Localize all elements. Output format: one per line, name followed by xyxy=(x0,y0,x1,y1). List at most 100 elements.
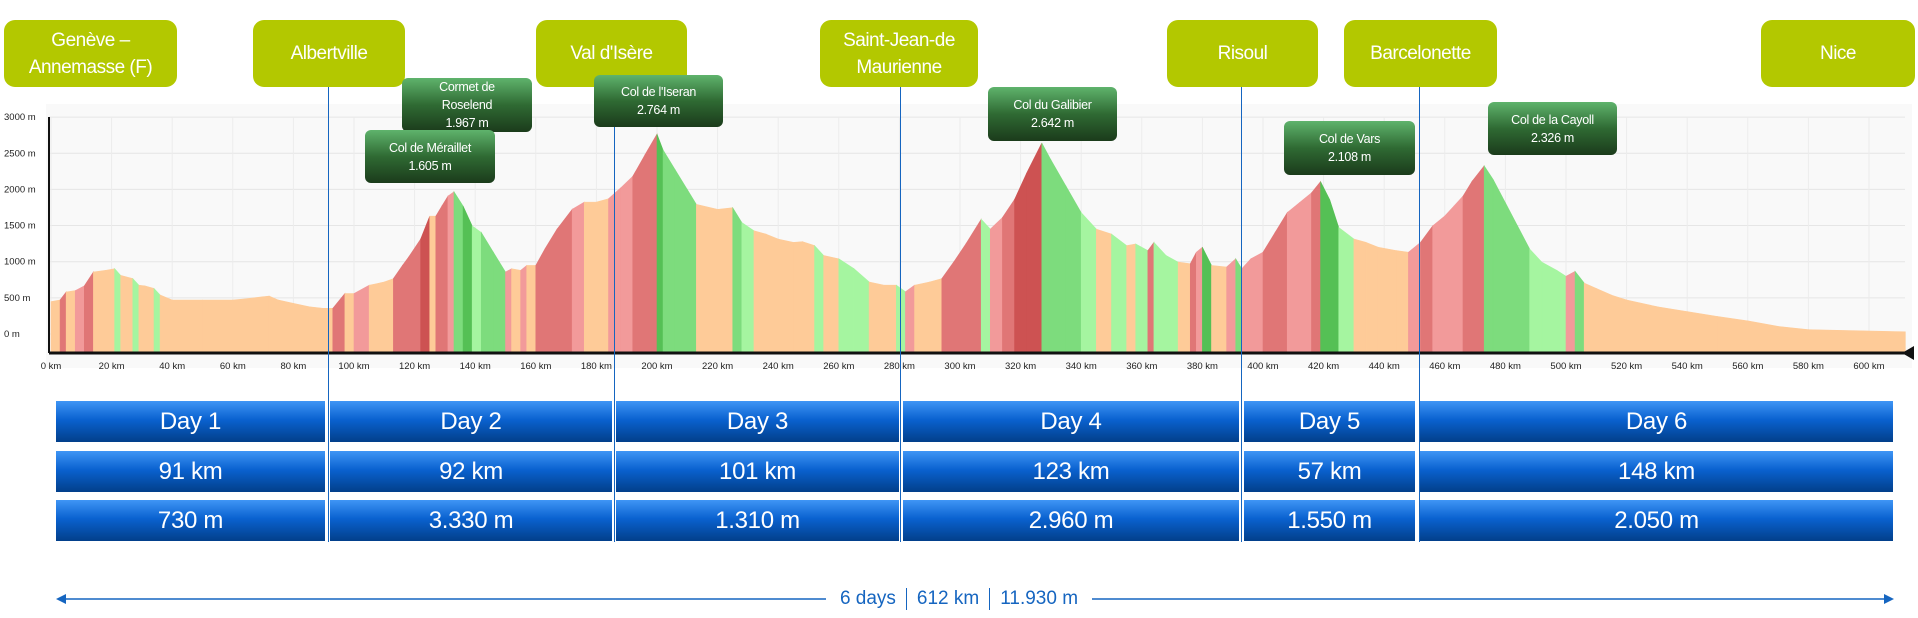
profile-segment xyxy=(1026,142,1043,354)
profile-segment xyxy=(1177,261,1191,354)
x-tick-label: 600 km xyxy=(1853,361,1884,372)
day-1-climb: 730 m xyxy=(56,500,325,541)
profile-segment xyxy=(883,284,897,354)
separator xyxy=(989,587,991,610)
profile-segment xyxy=(1050,158,1067,354)
x-tick-label: 240 km xyxy=(763,361,794,372)
day-4-label: Day 4 xyxy=(903,401,1239,442)
day-4-climb: 2.960 m xyxy=(903,500,1239,541)
x-tick-label: 420 km xyxy=(1308,361,1339,372)
profile-segment xyxy=(383,278,394,354)
x-tick-label: 340 km xyxy=(1066,361,1097,372)
day-2-climb: 3.330 m xyxy=(330,500,612,541)
profile-segment xyxy=(420,216,431,354)
profile-segment xyxy=(59,291,67,354)
profile-segment xyxy=(838,258,855,354)
x-tick-label: 220 km xyxy=(702,361,733,372)
profile-segment xyxy=(632,153,646,354)
stage-divider xyxy=(328,87,329,542)
x-tick-label: 260 km xyxy=(823,361,854,372)
profile-segment xyxy=(393,264,403,354)
x-tick-label: 100 km xyxy=(338,361,369,372)
profile-segment xyxy=(1250,251,1264,354)
location-nice: Nice xyxy=(1761,20,1915,87)
stage-divider xyxy=(1419,87,1420,542)
y-tick-label: 0 m xyxy=(4,329,20,340)
day-1-distance: 91 km xyxy=(56,451,325,492)
profile-segment xyxy=(1471,164,1485,354)
peak-height: 1.967 m xyxy=(445,116,489,130)
profile-segment xyxy=(793,241,803,354)
profile-segment xyxy=(453,190,464,354)
profile-segment xyxy=(1483,164,1494,354)
profile-segment xyxy=(480,231,494,354)
profile-segment xyxy=(171,299,203,354)
profile-segment xyxy=(1338,226,1355,354)
profile-segment xyxy=(1311,180,1321,354)
profile-segment xyxy=(120,275,134,354)
profile-segment xyxy=(989,216,1003,354)
profile-segment xyxy=(247,296,264,354)
day-3-distance: 101 km xyxy=(616,451,899,492)
x-tick-label: 20 km xyxy=(99,361,125,372)
profile-segment xyxy=(429,215,437,354)
profile-segment xyxy=(435,204,443,354)
y-tick-label: 2000 m xyxy=(4,184,36,195)
x-tick-label: 480 km xyxy=(1490,361,1521,372)
x-tick-label: 200 km xyxy=(641,361,672,372)
x-tick-label: 380 km xyxy=(1187,361,1218,372)
profile-segment xyxy=(471,225,482,354)
profile-segment xyxy=(644,133,658,354)
x-tick-label: 300 km xyxy=(944,361,975,372)
day-6-climb: 2.050 m xyxy=(1420,500,1893,541)
profile-segment xyxy=(268,295,279,354)
profile-segment xyxy=(1529,248,1543,354)
location-risoul: Risoul xyxy=(1167,20,1318,87)
profile-segment xyxy=(544,228,558,354)
profile-segment xyxy=(1211,265,1227,354)
profile-segment xyxy=(929,278,943,354)
separator xyxy=(905,587,907,610)
profile-segment xyxy=(953,242,967,354)
profile-segment xyxy=(1196,246,1203,354)
location-albertville: Albertville xyxy=(253,20,405,87)
profile-segment xyxy=(905,284,915,354)
day-6-distance: 148 km xyxy=(1420,451,1893,492)
profile-segment xyxy=(696,204,718,354)
profile-segment xyxy=(868,281,885,354)
profile-segment xyxy=(1202,247,1212,354)
profile-segment xyxy=(441,195,449,354)
day-5-distance: 57 km xyxy=(1244,451,1415,492)
profile-segment xyxy=(114,267,121,354)
peak-name: Col de l'Iseran xyxy=(620,85,696,99)
profile-segment xyxy=(1226,258,1237,354)
profile-segment xyxy=(1065,185,1082,354)
profile-segment xyxy=(1135,243,1149,354)
profile-segment xyxy=(1147,241,1155,354)
x-tick-label: 180 km xyxy=(581,361,612,372)
profile-segment xyxy=(1717,316,1749,354)
day-1-label: Day 1 xyxy=(56,401,325,442)
stage-divider xyxy=(614,87,615,542)
profile-segment xyxy=(408,238,421,354)
day-5-label: Day 5 xyxy=(1244,401,1415,442)
profile-segment xyxy=(447,191,455,354)
profile-segment xyxy=(293,302,309,354)
profile-segment xyxy=(1096,228,1112,354)
profile-segment xyxy=(1583,282,1597,354)
profile-segment xyxy=(159,294,173,354)
profile-segment xyxy=(377,281,385,354)
location-geneve: Genève – Annemasse (F) xyxy=(4,20,177,87)
profile-segment xyxy=(344,293,355,354)
profile-segment xyxy=(1299,192,1312,354)
profile-segment xyxy=(1747,320,1779,354)
stage-divider xyxy=(900,87,901,542)
y-tick-label: 1000 m xyxy=(4,257,36,268)
summary-climb: 11.930 m xyxy=(1000,588,1079,609)
day-3-label: Day 3 xyxy=(616,401,899,442)
profile-segment xyxy=(1808,329,1906,354)
profile-segment xyxy=(853,268,870,354)
profile-segment xyxy=(571,201,585,354)
profile-segment xyxy=(1080,211,1097,354)
profile-segment xyxy=(1396,250,1409,354)
